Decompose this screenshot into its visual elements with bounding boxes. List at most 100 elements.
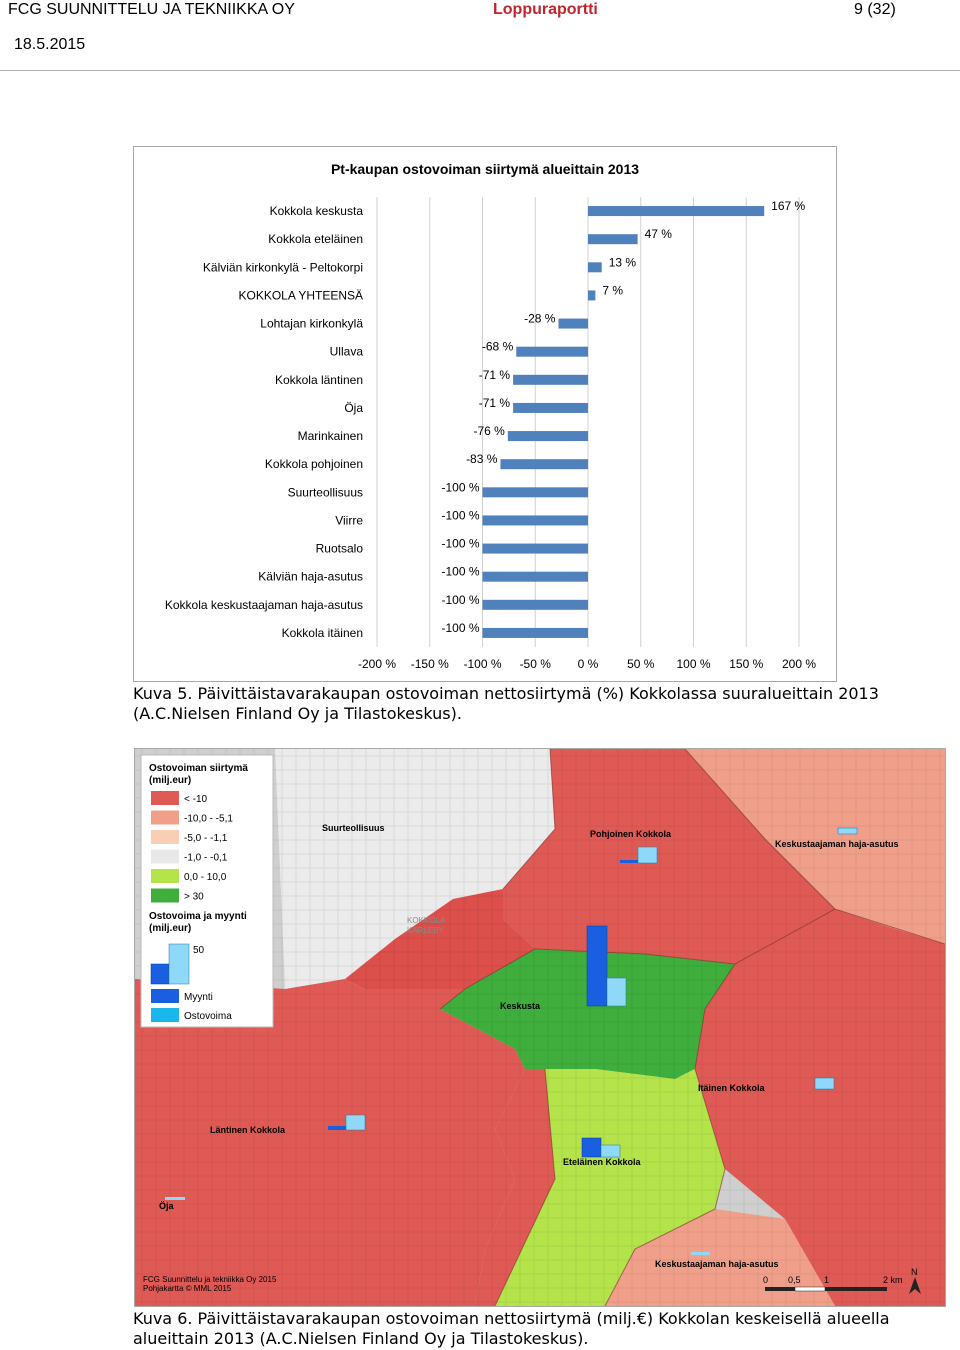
svg-text:2 km: 2 km xyxy=(883,1275,903,1285)
category-label: Ruotsalo xyxy=(316,542,364,556)
category-label: Kokkola keskusta xyxy=(270,204,364,218)
data-label: 47 % xyxy=(645,227,673,241)
bar xyxy=(588,290,596,301)
bar xyxy=(500,459,588,470)
bar xyxy=(482,627,588,638)
label-suurteollisuus: Suurteollisuus xyxy=(322,823,385,833)
category-label: Kälviän kirkonkylä - Peltokorpi xyxy=(203,260,363,274)
category-label: Lohtajan kirkonkylä xyxy=(260,317,363,331)
x-tick-label: -100 % xyxy=(463,657,501,671)
map-credit-mml: Pohjakartta © MML 2015 xyxy=(143,1284,232,1293)
bar-keskustaajama-ne-ostovoima xyxy=(837,827,858,835)
bar-pohjoinen-myynti xyxy=(620,860,638,863)
legend-class-label: < -10 xyxy=(184,794,208,805)
legend-swatch xyxy=(151,888,179,903)
map-frame: Suurteollisuus Pohjoinen Kokkola Keskust… xyxy=(134,748,946,1307)
category-label: Kokkola keskustaajaman haja-asutus xyxy=(165,598,363,612)
label-oja: Öja xyxy=(159,1201,175,1211)
svg-text:0,5: 0,5 xyxy=(788,1275,801,1285)
category-label: Öja xyxy=(344,401,363,415)
header-page-number: 9 (32) xyxy=(854,1,896,18)
category-label: Suurteollisuus xyxy=(288,485,363,499)
data-label: -100 % xyxy=(441,508,479,522)
data-label: 13 % xyxy=(609,255,637,269)
label-etelainen: Eteläinen Kokkola xyxy=(563,1157,642,1167)
category-label: Marinkainen xyxy=(298,429,363,443)
bar xyxy=(513,374,588,385)
data-label: -71 % xyxy=(479,396,511,410)
legend-unit-siirtyma: (milj.eur) xyxy=(149,775,191,786)
purchasing-power-chart: Pt-kaupan ostovoiman siirtymä alueittain… xyxy=(165,161,816,671)
category-label: Kälviän haja-asutus xyxy=(258,570,363,584)
category-label: Kokkola itäinen xyxy=(282,626,363,640)
x-tick-label: 200 % xyxy=(782,657,816,671)
legend-swatch xyxy=(151,791,179,805)
label-karleby: KARLEBY xyxy=(407,926,445,935)
bar xyxy=(513,402,588,413)
bar-keskusta-ostovoima xyxy=(606,977,627,1007)
category-label: Viirre xyxy=(335,513,363,527)
north-arrow-label: N xyxy=(911,1267,918,1277)
legend-swatch xyxy=(151,849,179,864)
data-label: -76 % xyxy=(473,424,505,438)
header-date: 18.5.2015 xyxy=(14,36,86,53)
north-arrow-icon xyxy=(909,1277,921,1294)
x-tick-label: 100 % xyxy=(676,657,710,671)
legend-class-label: > 30 xyxy=(184,892,204,903)
category-label: KOKKOLA YHTEENSÄ xyxy=(239,288,364,302)
data-label: -100 % xyxy=(441,480,479,494)
data-label: -100 % xyxy=(441,537,479,551)
legend-class-label: -1,0 - -0,1 xyxy=(184,853,228,864)
bar-keskusta-myynti xyxy=(586,925,608,1007)
legend-class-label: -5,0 - -1,1 xyxy=(184,833,228,844)
bar xyxy=(482,543,588,554)
data-label: -28 % xyxy=(524,312,556,326)
legend-swatch xyxy=(151,810,179,825)
legend-title-myynti: Ostovoima ja myynti xyxy=(149,911,247,922)
label-pohjoinen: Pohjoinen Kokkola xyxy=(590,829,672,839)
x-tick-label: -150 % xyxy=(411,657,449,671)
category-label: Kokkola pohjoinen xyxy=(265,457,363,471)
legend-swatch xyxy=(151,830,179,844)
bar-lantinen-myynti xyxy=(328,1126,346,1130)
chart-frame: Pt-kaupan ostovoiman siirtymä alueittain… xyxy=(133,146,837,682)
category-label: Ullava xyxy=(330,345,364,359)
bar-pohjoinen-ostovoima xyxy=(637,846,658,864)
legend-label-myynti: Myynti xyxy=(184,992,213,1003)
legend-sample-ostovoima xyxy=(168,943,190,985)
label-keskustaajama-ne: Keskustaajaman haja-asutus xyxy=(775,839,899,849)
map-credit-fcg: FCG Suunnittelu ja tekniikka Oy 2015 xyxy=(143,1275,277,1284)
label-itainen: Itäinen Kokkola xyxy=(698,1083,766,1093)
bar-keskustaajama-s-ostovoima xyxy=(691,1252,710,1255)
x-tick-label: 0 % xyxy=(578,657,599,671)
legend-sample-myynti xyxy=(150,963,170,985)
scale-bar: 0 0,5 1 2 km xyxy=(763,1275,903,1292)
label-kokkola: KOKKOLA xyxy=(407,916,446,925)
legend-title-siirtyma: Ostovoiman siirtymä xyxy=(149,763,248,774)
bar xyxy=(516,346,588,357)
data-label: -71 % xyxy=(479,368,511,382)
bar-lantinen-ostovoima xyxy=(345,1114,366,1131)
legend-swatch xyxy=(151,869,179,883)
bar xyxy=(558,318,588,329)
category-label: Kokkola läntinen xyxy=(275,373,363,387)
data-label: -100 % xyxy=(441,593,479,607)
svg-text:0: 0 xyxy=(763,1275,768,1285)
data-label: 7 % xyxy=(602,283,623,297)
bar xyxy=(482,487,588,498)
legend-unit-myynti: (milj.eur) xyxy=(149,923,191,934)
bar-oja-ostovoima xyxy=(165,1197,185,1200)
legend-swatch-ostovoima xyxy=(151,1008,179,1022)
district-map: Suurteollisuus Pohjoinen Kokkola Keskust… xyxy=(135,749,945,1306)
bar xyxy=(482,599,588,610)
svg-text:1: 1 xyxy=(824,1275,829,1285)
data-label: -83 % xyxy=(466,452,498,466)
legend-class-label: 0,0 - 10,0 xyxy=(184,872,227,883)
legend-swatch-myynti xyxy=(151,989,179,1003)
bar xyxy=(588,262,602,273)
district-boundaries xyxy=(439,749,945,1306)
header-doc-title: Loppuraportti xyxy=(493,1,598,18)
bar xyxy=(507,431,588,442)
data-label: 167 % xyxy=(771,199,805,213)
bar xyxy=(482,571,588,582)
